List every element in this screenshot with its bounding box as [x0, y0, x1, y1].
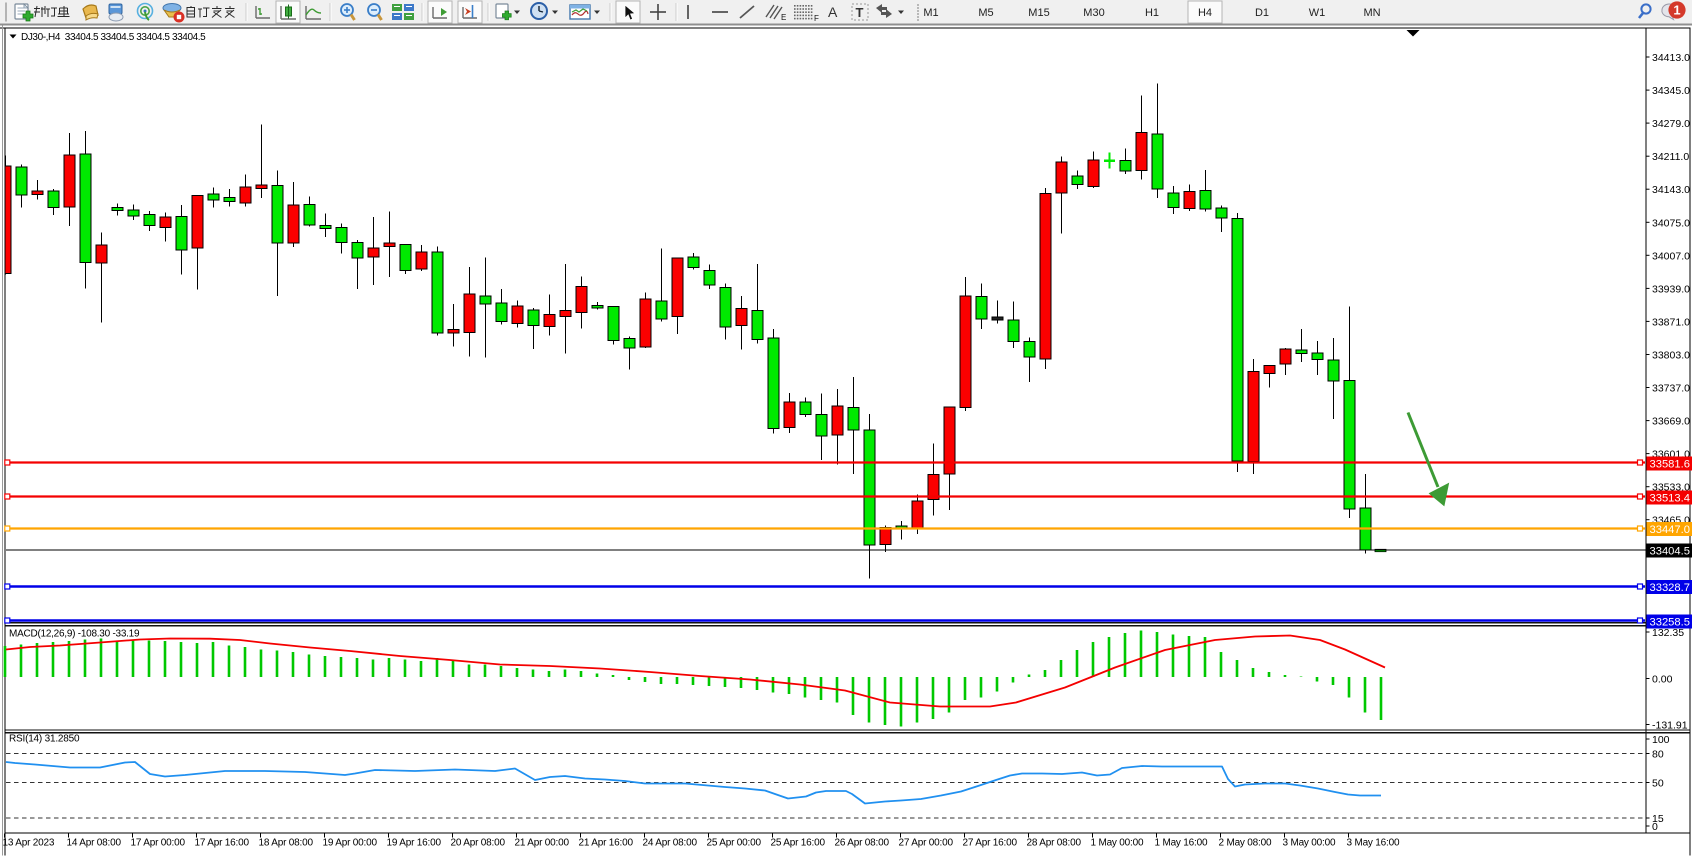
svg-text:2 May 08:00: 2 May 08:00	[1219, 838, 1272, 849]
svg-text:M5: M5	[978, 7, 993, 19]
svg-text:MACD(12,26,9) -108.30 -33.19: MACD(12,26,9) -108.30 -33.19	[9, 629, 140, 640]
svg-text:A: A	[828, 4, 838, 20]
svg-text:-131.91: -131.91	[1652, 720, 1688, 732]
svg-text:132.35: 132.35	[1652, 627, 1684, 639]
svg-text:20 Apr 08:00: 20 Apr 08:00	[451, 838, 506, 849]
svg-text:27 Apr 00:00: 27 Apr 00:00	[899, 838, 954, 849]
svg-text:MN: MN	[1363, 7, 1380, 19]
svg-text:M1: M1	[923, 7, 938, 19]
svg-text:0.00: 0.00	[1652, 674, 1673, 686]
svg-text:34413.0: 34413.0	[1652, 52, 1690, 64]
svg-text:14 Apr 08:00: 14 Apr 08:00	[67, 838, 122, 849]
svg-text:26 Apr 08:00: 26 Apr 08:00	[835, 838, 890, 849]
svg-text:34143.0: 34143.0	[1652, 184, 1690, 196]
svg-text:1 May 00:00: 1 May 00:00	[1091, 838, 1144, 849]
svg-text:25 Apr 00:00: 25 Apr 00:00	[707, 838, 762, 849]
svg-text:33328.7: 33328.7	[1650, 582, 1690, 594]
svg-text:33581.6: 33581.6	[1650, 459, 1690, 471]
svg-text:13 Apr 2023: 13 Apr 2023	[3, 838, 55, 849]
svg-text:34279.0: 34279.0	[1652, 118, 1690, 130]
svg-text:M30: M30	[1083, 7, 1104, 19]
svg-text:25 Apr 16:00: 25 Apr 16:00	[771, 838, 826, 849]
svg-text:1 May 16:00: 1 May 16:00	[1155, 838, 1208, 849]
svg-text:33513.4: 33513.4	[1650, 493, 1690, 505]
svg-text:34075.0: 34075.0	[1652, 217, 1690, 229]
svg-text:15: 15	[1652, 813, 1664, 825]
svg-text:H4: H4	[1198, 7, 1212, 19]
svg-text:D1: D1	[1255, 7, 1269, 19]
svg-text:21 Apr 00:00: 21 Apr 00:00	[515, 838, 570, 849]
svg-text:34211.0: 34211.0	[1652, 151, 1689, 163]
svg-text:3 May 00:00: 3 May 00:00	[1283, 838, 1336, 849]
svg-text:34007.0: 34007.0	[1652, 250, 1690, 262]
svg-text:3 May 16:00: 3 May 16:00	[1347, 838, 1400, 849]
svg-text:21 Apr 16:00: 21 Apr 16:00	[579, 838, 634, 849]
svg-text:E: E	[781, 13, 786, 22]
svg-text:24 Apr 08:00: 24 Apr 08:00	[643, 838, 698, 849]
svg-text:50: 50	[1652, 778, 1664, 790]
svg-text:33447.0: 33447.0	[1650, 524, 1690, 536]
svg-text:33737.0: 33737.0	[1652, 383, 1690, 395]
svg-text:19 Apr 16:00: 19 Apr 16:00	[387, 838, 442, 849]
svg-text:33258.5: 33258.5	[1650, 617, 1690, 629]
svg-text:RSI(14) 31.2850: RSI(14) 31.2850	[9, 734, 80, 745]
svg-text:33871.0: 33871.0	[1652, 316, 1690, 328]
svg-text:28 Apr 08:00: 28 Apr 08:00	[1027, 838, 1082, 849]
svg-text:33803.0: 33803.0	[1652, 350, 1690, 362]
svg-text:1: 1	[1673, 3, 1680, 18]
svg-text:17 Apr 00:00: 17 Apr 00:00	[131, 838, 186, 849]
svg-text:27 Apr 16:00: 27 Apr 16:00	[963, 838, 1018, 849]
svg-text:W1: W1	[1309, 7, 1326, 19]
svg-text:34345.0: 34345.0	[1652, 85, 1690, 97]
svg-text:33669.0: 33669.0	[1652, 416, 1690, 428]
svg-text:33404.5: 33404.5	[1650, 546, 1690, 558]
svg-text:33939.0: 33939.0	[1652, 283, 1690, 295]
svg-text:M15: M15	[1028, 7, 1049, 19]
svg-text:0: 0	[1652, 821, 1658, 833]
svg-text:100: 100	[1652, 734, 1670, 746]
svg-text:T: T	[856, 5, 864, 20]
svg-text:18 Apr 08:00: 18 Apr 08:00	[259, 838, 314, 849]
svg-text:F: F	[814, 14, 819, 23]
svg-text:H1: H1	[1145, 7, 1159, 19]
svg-text:80: 80	[1652, 749, 1664, 761]
svg-text:19 Apr 00:00: 19 Apr 00:00	[323, 838, 378, 849]
svg-text:17 Apr 16:00: 17 Apr 16:00	[195, 838, 250, 849]
svg-text:DJ30-,H4 33404.5 33404.5 3340: DJ30-,H4 33404.5 33404.5 33404.5 33404.5	[21, 32, 206, 43]
